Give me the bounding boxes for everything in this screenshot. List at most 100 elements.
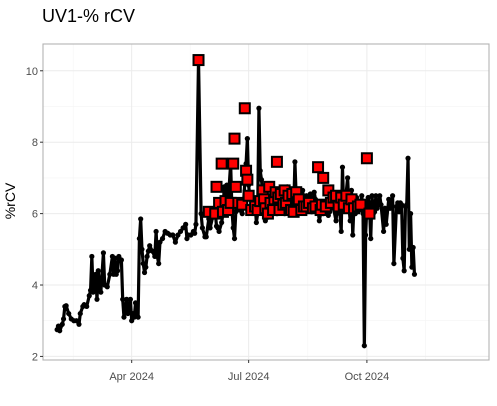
flagged-point — [210, 180, 223, 193]
data-point — [95, 268, 101, 274]
y-tick-label: 2 — [32, 351, 38, 363]
data-point — [363, 232, 369, 238]
data-point — [100, 250, 107, 256]
data-point — [405, 155, 411, 161]
data-point — [219, 219, 225, 226]
data-point — [126, 303, 132, 310]
data-point — [345, 175, 351, 181]
data-point — [60, 316, 67, 322]
data-point — [350, 232, 356, 238]
data-point — [231, 235, 238, 242]
data-point — [207, 225, 213, 231]
data-point — [307, 191, 313, 197]
data-point — [183, 221, 189, 227]
y-axis-title: %rCV — [2, 182, 18, 219]
data-point — [359, 193, 365, 199]
data-point — [256, 105, 262, 111]
data-point — [154, 253, 160, 260]
data-point — [123, 296, 130, 302]
data-point — [114, 268, 121, 274]
data-point — [258, 177, 265, 183]
flagged-point — [228, 132, 241, 145]
data-point — [107, 271, 113, 277]
flagged-point — [354, 198, 367, 211]
data-point — [199, 225, 205, 231]
data-point — [172, 239, 178, 245]
data-point — [77, 310, 83, 317]
data-point — [216, 228, 222, 235]
data-point — [84, 303, 90, 310]
data-point — [400, 255, 406, 261]
data-point — [59, 321, 65, 327]
data-point — [224, 182, 230, 188]
data-point — [230, 225, 236, 231]
data-point — [192, 230, 198, 236]
data-point — [387, 205, 393, 211]
data-point — [57, 328, 63, 334]
data-point — [410, 244, 416, 251]
y-axis-ticks: 2 4 6 8 10 — [26, 66, 43, 363]
data-point — [118, 257, 125, 263]
flagged-points-layer — [192, 54, 376, 220]
data-point — [141, 269, 148, 276]
data-point — [180, 225, 186, 231]
data-point — [136, 235, 142, 242]
data-point — [159, 235, 166, 242]
flagged-point — [270, 155, 283, 168]
data-point — [157, 239, 163, 245]
flagged-point — [229, 180, 242, 193]
data-point — [409, 264, 415, 270]
data-point — [140, 260, 146, 267]
data-point — [98, 289, 104, 295]
x-tick-label: Oct 2024 — [345, 371, 390, 383]
x-axis-ticks: Apr 2024 Jul 2024 Oct 2024 — [109, 360, 389, 383]
data-point — [125, 310, 131, 317]
data-point — [316, 218, 322, 224]
data-point — [112, 255, 118, 261]
data-point — [94, 296, 100, 302]
data-point — [177, 228, 184, 235]
data-point — [86, 293, 92, 299]
flagged-point — [242, 189, 255, 202]
data-point — [396, 209, 402, 215]
data-point — [401, 268, 407, 274]
data-point — [378, 202, 384, 208]
x-tick-label: Jul 2024 — [228, 371, 270, 383]
data-point — [55, 323, 62, 329]
data-point — [143, 264, 149, 270]
data-point — [153, 228, 159, 235]
data-point — [391, 260, 397, 267]
data-point — [76, 321, 82, 327]
flagged-point — [238, 102, 251, 115]
x-tick-label: Apr 2024 — [109, 371, 154, 383]
data-point — [127, 296, 134, 302]
data-point — [381, 228, 387, 235]
data-point — [129, 318, 135, 324]
data-point — [134, 309, 140, 315]
data-point — [66, 310, 72, 317]
y-tick-label: 6 — [32, 209, 38, 221]
flagged-point — [360, 152, 373, 165]
data-point — [170, 232, 176, 238]
data-point — [96, 284, 103, 290]
data-point — [398, 202, 405, 208]
data-point — [390, 193, 396, 199]
data-point — [120, 296, 126, 302]
data-point — [147, 243, 153, 249]
data-point — [156, 260, 162, 267]
data-point — [338, 228, 344, 235]
data-point — [144, 253, 150, 260]
data-point — [193, 221, 199, 227]
data-point — [239, 211, 245, 217]
flagged-point — [215, 157, 228, 170]
data-point — [73, 318, 80, 324]
flagged-point — [312, 161, 325, 174]
data-point — [292, 159, 298, 165]
data-point — [149, 248, 155, 254]
data-point — [407, 211, 414, 217]
data-point — [104, 284, 110, 290]
data-point — [257, 168, 263, 174]
data-point — [198, 211, 204, 217]
flagged-point — [227, 157, 240, 170]
